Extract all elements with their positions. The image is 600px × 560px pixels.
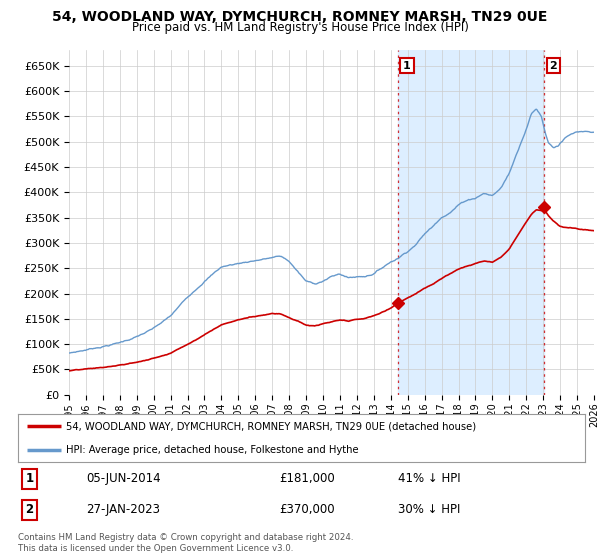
Text: 41% ↓ HPI: 41% ↓ HPI — [398, 473, 461, 486]
Text: 1: 1 — [25, 473, 34, 486]
Text: Price paid vs. HM Land Registry's House Price Index (HPI): Price paid vs. HM Land Registry's House … — [131, 21, 469, 34]
Text: 05-JUN-2014: 05-JUN-2014 — [86, 473, 161, 486]
Text: 27-JAN-2023: 27-JAN-2023 — [86, 503, 160, 516]
Text: 54, WOODLAND WAY, DYMCHURCH, ROMNEY MARSH, TN29 0UE (detached house): 54, WOODLAND WAY, DYMCHURCH, ROMNEY MARS… — [66, 421, 476, 431]
Text: 2: 2 — [25, 503, 34, 516]
Bar — [398, 50, 544, 395]
Text: £181,000: £181,000 — [279, 473, 335, 486]
Text: 54, WOODLAND WAY, DYMCHURCH, ROMNEY MARSH, TN29 0UE: 54, WOODLAND WAY, DYMCHURCH, ROMNEY MARS… — [52, 10, 548, 24]
Text: 1: 1 — [403, 60, 411, 71]
Text: 2: 2 — [550, 60, 557, 71]
Text: HPI: Average price, detached house, Folkestone and Hythe: HPI: Average price, detached house, Folk… — [66, 445, 359, 455]
Text: £370,000: £370,000 — [279, 503, 334, 516]
Text: Contains HM Land Registry data © Crown copyright and database right 2024.
This d: Contains HM Land Registry data © Crown c… — [18, 533, 353, 553]
Text: 30% ↓ HPI: 30% ↓ HPI — [398, 503, 460, 516]
